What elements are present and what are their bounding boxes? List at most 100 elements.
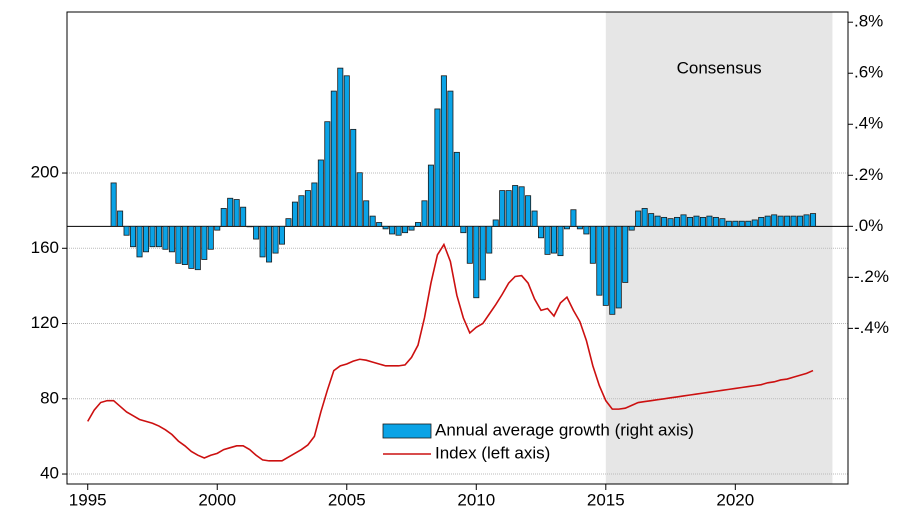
x-tick-label: 1995 [69,490,107,509]
bar [563,225,570,230]
bar [583,225,590,235]
bar [738,220,745,227]
bar [266,225,273,263]
bar [680,214,687,227]
bar [486,225,493,254]
bar [376,222,383,227]
bar [460,225,467,234]
bar [641,208,648,227]
bar [220,208,227,227]
bar [130,225,137,248]
bar [589,225,596,264]
bar [810,213,817,227]
bar [389,225,396,235]
bar [544,225,551,255]
bar [214,225,221,231]
bar [453,151,460,227]
bar [408,225,415,231]
y2-tick-label: .6% [854,63,883,82]
y2-tick-label: .0% [854,216,883,235]
bar [304,190,311,227]
bar [518,186,525,227]
bar [350,128,357,227]
bar [110,182,117,227]
bar [654,215,661,227]
y2-tick-label: .4% [854,114,883,133]
bar [803,214,810,227]
bar [324,121,331,227]
bar [395,225,402,236]
bar [576,225,583,230]
bar [246,225,253,228]
bar [259,225,266,258]
bar [550,225,557,254]
bar [201,225,208,260]
bar [253,225,260,240]
bar [181,225,188,265]
bar [492,219,499,227]
bar [712,216,719,227]
bar [667,218,674,227]
bar [279,225,286,245]
bar [771,214,778,227]
bar [693,215,700,227]
bar [570,209,577,227]
bar [298,195,305,227]
bar [648,213,655,227]
bar [602,225,609,306]
bar [175,225,182,264]
bar [512,185,519,227]
bar [311,182,318,227]
bar [168,225,175,253]
y2-tick-label: .8% [854,12,883,31]
bar [363,200,370,227]
x-tick-label: 2020 [716,490,754,509]
x-tick-label: 2015 [587,490,625,509]
x-tick-label: 2000 [198,490,236,509]
bar [466,225,473,264]
bar [635,210,642,227]
bar [699,216,706,227]
y-tick-label: 120 [31,313,59,332]
bar [188,225,195,269]
bar [764,215,771,227]
bar [421,200,428,227]
line [87,242,814,462]
bar [596,225,603,296]
bar [356,172,363,227]
bar [525,195,532,227]
bar [784,215,791,227]
bar [143,225,150,253]
bar [479,225,486,281]
bar [719,218,726,227]
bar [149,225,156,248]
bar [434,108,441,227]
bar [207,225,214,250]
bar [240,206,247,227]
bar [285,218,292,227]
legend-swatch [382,423,432,439]
bar [162,225,169,250]
bar [382,225,389,230]
y-tick-label: 200 [31,163,59,182]
bar [447,90,454,227]
bar [233,199,240,227]
bar [427,164,434,227]
bar [136,225,143,258]
bar [628,225,635,231]
y-tick-label: 80 [40,388,59,407]
y-tick-label: 160 [31,238,59,257]
y2-tick-label: -.4% [854,318,889,337]
bar [369,215,376,227]
bar [674,216,681,227]
shade-label: Consensus [677,58,762,77]
bar [790,215,797,227]
bar [661,216,668,227]
bar [686,216,693,227]
x-tick-label: 2010 [457,490,495,509]
bar [337,67,344,227]
bar [473,225,480,299]
bar [117,210,124,227]
bar [732,220,739,227]
bar [440,75,447,227]
